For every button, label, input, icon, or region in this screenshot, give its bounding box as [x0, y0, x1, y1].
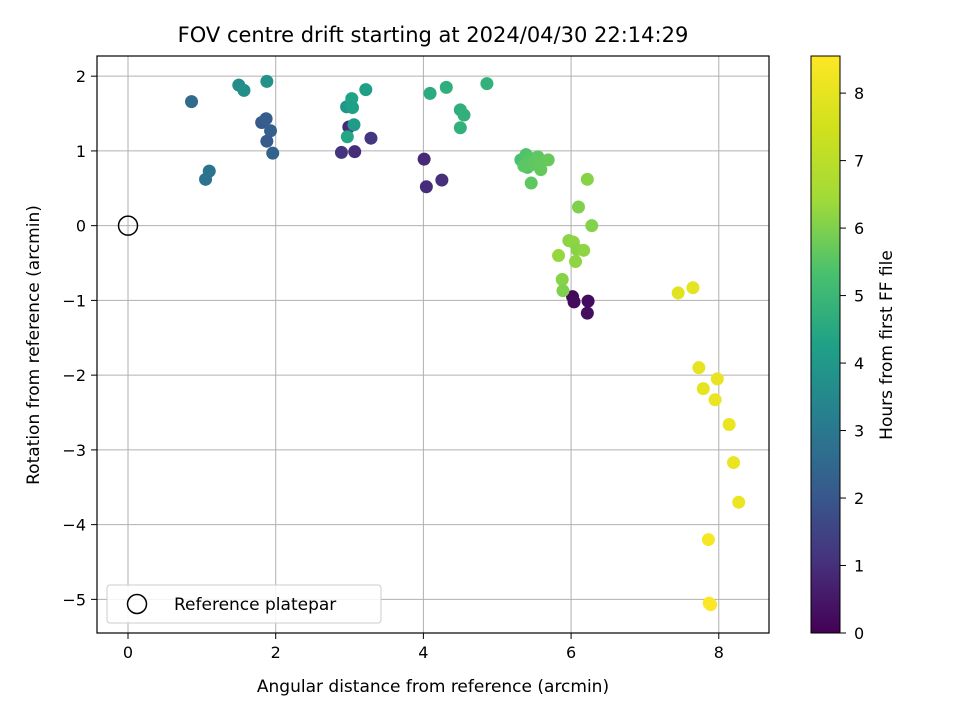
legend-reference-marker — [126, 593, 148, 615]
data-point — [260, 74, 274, 88]
data-point — [732, 495, 746, 509]
y-tick-label: 0 — [76, 217, 86, 236]
data-point — [264, 124, 278, 138]
x-tick-label: 8 — [714, 643, 724, 662]
chart-title: FOV centre drift starting at 2024/04/30 … — [178, 23, 689, 47]
x-tick-label: 6 — [566, 643, 576, 662]
data-point — [457, 108, 471, 122]
colorbar-tick-label: 1 — [854, 557, 864, 576]
data-point — [347, 118, 361, 132]
colorbar-tick-label: 5 — [854, 287, 864, 306]
colorbar-tick-label: 4 — [854, 354, 864, 373]
data-point — [348, 145, 362, 159]
data-point — [722, 417, 736, 431]
colorbar: 0 1 2 3 4 5 6 7 8 Hours from first FF file — [810, 55, 897, 643]
grid-lines — [97, 56, 769, 633]
colorbar-label: Hours from first FF file — [877, 250, 897, 440]
x-tick-label: 0 — [123, 643, 133, 662]
plot-area-frame — [96, 55, 770, 634]
data-point — [567, 295, 581, 309]
colorbar-ticks: 0 1 2 3 4 5 6 7 8 — [840, 84, 864, 643]
data-point — [701, 533, 715, 547]
x-axis-label: Angular distance from reference (arcmin) — [257, 677, 609, 697]
y-axis-ticks: −5 −4 −3 −2 −1 0 1 2 — [62, 67, 97, 609]
y-tick-label: −5 — [62, 590, 86, 609]
colorbar-tick-label: 2 — [854, 489, 864, 508]
x-axis-ticks: 0 2 4 6 8 — [123, 633, 724, 662]
data-point — [266, 146, 280, 160]
data-point — [364, 131, 378, 145]
data-point — [480, 77, 494, 91]
y-axis-label: Rotation from reference (arcmin) — [24, 205, 44, 485]
data-point — [704, 598, 718, 612]
data-point — [692, 361, 706, 375]
data-point — [686, 281, 700, 295]
data-point — [580, 172, 594, 186]
data-point — [671, 286, 685, 300]
data-point — [435, 173, 449, 187]
colorbar-tick-label: 0 — [854, 624, 864, 643]
data-point — [202, 164, 216, 178]
data-point — [453, 121, 467, 135]
legend: Reference platepar — [106, 584, 382, 624]
y-tick-label: −1 — [62, 291, 86, 310]
y-tick-label: −4 — [62, 516, 86, 535]
colorbar-tick-label: 7 — [854, 152, 864, 171]
data-point — [727, 456, 741, 470]
data-point — [423, 86, 437, 100]
data-point — [439, 80, 453, 94]
colorbar-gradient — [810, 55, 841, 634]
data-point — [696, 382, 710, 396]
legend-entry-reference-platepar: Reference platepar — [174, 595, 336, 615]
data-point — [569, 255, 583, 269]
colorbar-tick-label: 3 — [854, 422, 864, 441]
data-point — [359, 83, 373, 97]
data-point — [580, 306, 594, 320]
y-tick-label: 1 — [76, 142, 86, 161]
data-point — [532, 157, 546, 171]
colorbar-tick-label: 8 — [854, 84, 864, 103]
colorbar-tick-label: 6 — [854, 219, 864, 238]
data-point — [185, 95, 199, 109]
x-tick-label: 4 — [418, 643, 428, 662]
data-point — [585, 219, 599, 233]
data-point — [346, 101, 360, 115]
data-point — [334, 145, 348, 159]
y-tick-label: −3 — [62, 441, 86, 460]
data-point — [524, 176, 538, 190]
data-point — [419, 180, 433, 194]
data-point — [555, 272, 569, 286]
data-point — [552, 249, 566, 263]
data-point — [259, 112, 273, 126]
data-point — [581, 294, 595, 308]
data-point — [417, 152, 431, 166]
data-point — [577, 243, 591, 257]
reference-platepar-marker — [117, 215, 139, 236]
data-point — [237, 83, 251, 97]
scatter-points — [185, 74, 746, 612]
x-tick-label: 2 — [271, 643, 281, 662]
y-tick-label: −2 — [62, 366, 86, 385]
y-tick-label: 2 — [76, 67, 86, 86]
data-point — [710, 372, 724, 386]
data-point — [260, 134, 274, 148]
data-point — [571, 200, 585, 214]
data-point — [556, 284, 570, 298]
data-point — [340, 130, 354, 144]
data-point — [708, 393, 722, 407]
legend-box — [106, 584, 382, 624]
